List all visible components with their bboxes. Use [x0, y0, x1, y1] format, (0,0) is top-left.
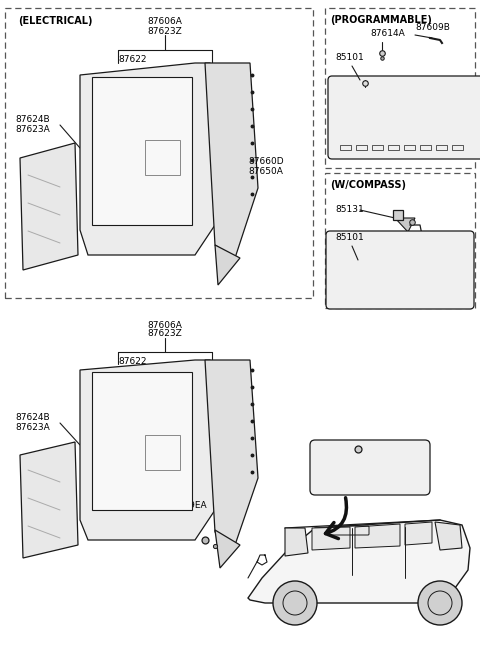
- Text: (ELECTRICAL): (ELECTRICAL): [18, 16, 93, 26]
- Polygon shape: [205, 63, 258, 258]
- Text: 87623A: 87623A: [15, 424, 50, 432]
- Bar: [436, 145, 447, 150]
- Text: 87609B: 87609B: [415, 22, 450, 31]
- Text: 87624B: 87624B: [15, 413, 49, 422]
- FancyBboxPatch shape: [92, 372, 192, 510]
- FancyBboxPatch shape: [92, 77, 192, 225]
- FancyArrowPatch shape: [325, 498, 347, 539]
- Text: 87650A: 87650A: [248, 167, 283, 176]
- Bar: [452, 145, 463, 150]
- Text: 87623Z: 87623Z: [148, 26, 182, 35]
- Text: (W/COMPASS): (W/COMPASS): [330, 180, 406, 190]
- Bar: [356, 145, 367, 150]
- Bar: [372, 145, 383, 150]
- FancyBboxPatch shape: [310, 440, 430, 495]
- Text: 87622: 87622: [118, 56, 146, 64]
- Text: 1129EA: 1129EA: [173, 501, 207, 510]
- Bar: [388, 145, 399, 150]
- Text: 87660D: 87660D: [248, 157, 284, 167]
- Polygon shape: [20, 143, 78, 270]
- Bar: [340, 145, 351, 150]
- Text: 87614A: 87614A: [370, 28, 405, 37]
- Text: 87606A: 87606A: [147, 321, 182, 329]
- Polygon shape: [215, 245, 240, 285]
- Polygon shape: [80, 360, 215, 540]
- Bar: [145, 140, 180, 175]
- Text: 85101: 85101: [335, 52, 364, 62]
- Bar: [325, 8, 475, 168]
- Text: 85131: 85131: [335, 205, 364, 215]
- Polygon shape: [248, 520, 470, 603]
- Text: 87606A: 87606A: [147, 18, 182, 26]
- Bar: [404, 145, 415, 150]
- FancyBboxPatch shape: [328, 76, 480, 159]
- Polygon shape: [405, 522, 432, 545]
- Polygon shape: [215, 530, 240, 568]
- Bar: [325, 173, 475, 308]
- Polygon shape: [285, 528, 308, 556]
- Text: 87623Z: 87623Z: [148, 329, 182, 338]
- Bar: [5, 8, 313, 298]
- Text: 85101: 85101: [360, 440, 389, 449]
- Text: (PROGRAMMABLE): (PROGRAMMABLE): [330, 15, 432, 25]
- Text: 85101: 85101: [335, 234, 364, 243]
- Circle shape: [418, 581, 462, 625]
- Polygon shape: [20, 442, 78, 558]
- Bar: [145, 435, 180, 470]
- Text: 87622: 87622: [118, 356, 146, 365]
- Circle shape: [273, 581, 317, 625]
- Text: 87624B: 87624B: [15, 115, 49, 125]
- FancyBboxPatch shape: [326, 231, 474, 309]
- Polygon shape: [205, 360, 258, 545]
- Polygon shape: [312, 527, 350, 550]
- Bar: [420, 145, 431, 150]
- Polygon shape: [435, 522, 462, 550]
- Polygon shape: [355, 524, 400, 548]
- Polygon shape: [395, 218, 415, 232]
- Polygon shape: [80, 63, 215, 255]
- Text: 87623A: 87623A: [15, 125, 50, 134]
